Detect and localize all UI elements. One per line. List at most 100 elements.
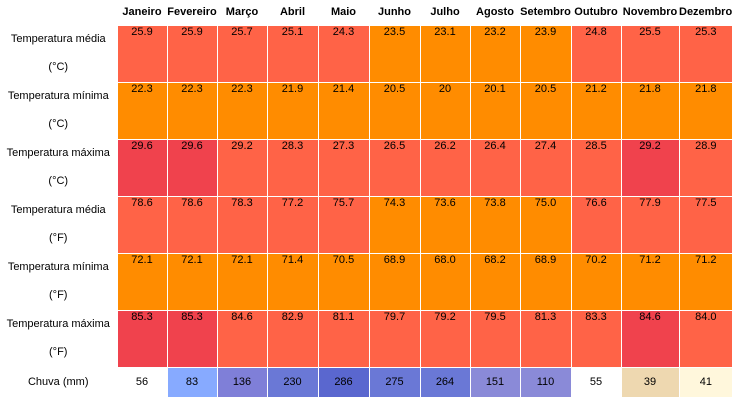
row-label: Temperatura mínima (°C) <box>0 82 117 139</box>
value-cell: 23.5 <box>368 24 420 82</box>
value-cell: 20.5 <box>519 81 571 139</box>
month-header: Abril <box>267 0 318 25</box>
value-cell: 29.2 <box>620 138 679 196</box>
corner-cell <box>0 0 117 25</box>
month-header: Janeiro <box>117 0 167 25</box>
month-header: Dezembro <box>679 0 733 25</box>
value-cell: 84.6 <box>620 309 679 367</box>
value-cell: 24.8 <box>570 24 621 82</box>
value-cell: 79.7 <box>368 309 420 367</box>
rain-cell: 151 <box>469 366 520 397</box>
value-cell: 76.6 <box>570 195 621 253</box>
rain-cell: 41 <box>678 366 733 397</box>
row-label-unit: (°F) <box>49 289 68 301</box>
data-row: Temperatura média (°F) 78.6 78.6 78.3 77.2 75.… <box>0 195 733 253</box>
value-cell: 23.1 <box>419 24 470 82</box>
value-cell: 21.9 <box>266 81 318 139</box>
value-cell: 21.4 <box>317 81 369 139</box>
value-cell: 79.5 <box>469 309 520 367</box>
value-cell: 72.1 <box>166 252 217 310</box>
value-cell: 25.9 <box>166 24 217 82</box>
value-cell: 85.3 <box>116 309 167 367</box>
value-cell: 82.9 <box>266 309 318 367</box>
data-row: Temperatura média (°C) 25.9 25.9 25.7 25.1 24.… <box>0 24 733 82</box>
value-cell: 77.9 <box>620 195 679 253</box>
value-cell: 21.8 <box>678 81 733 139</box>
value-cell: 83.3 <box>570 309 621 367</box>
value-cell: 68.0 <box>419 252 470 310</box>
row-label-unit: (°F) <box>49 346 68 358</box>
row-label-text: Temperatura média <box>10 204 106 216</box>
value-cell: 28.5 <box>570 138 621 196</box>
row-label: Temperatura mínima (°F) <box>0 253 117 310</box>
value-cell: 78.3 <box>216 195 267 253</box>
value-cell: 25.7 <box>216 24 267 82</box>
rain-cell: 286 <box>317 366 369 397</box>
value-cell: 29.6 <box>116 138 167 196</box>
value-cell: 73.6 <box>419 195 470 253</box>
value-cell: 78.6 <box>166 195 217 253</box>
rain-cell: 55 <box>570 366 621 397</box>
value-cell: 22.3 <box>216 81 267 139</box>
value-cell: 20.5 <box>368 81 420 139</box>
rain-cell: 275 <box>368 366 420 397</box>
value-cell: 73.8 <box>469 195 520 253</box>
value-cell: 21.2 <box>570 81 621 139</box>
row-label-unit: (°C) <box>48 61 69 73</box>
value-cell: 25.5 <box>620 24 679 82</box>
value-cell: 75.7 <box>317 195 369 253</box>
row-label-text: Temperatura máxima <box>6 318 110 330</box>
row-label-text: Temperatura mínima <box>7 90 109 102</box>
rain-cell: 136 <box>216 366 267 397</box>
value-cell: 70.2 <box>570 252 621 310</box>
data-row: Temperatura mínima (°F) 72.1 72.1 72.1 71.4 70… <box>0 252 733 310</box>
row-label-text: Temperatura mínima <box>7 261 109 273</box>
value-cell: 29.2 <box>216 138 267 196</box>
row-label: Temperatura média (°C) <box>0 25 117 82</box>
value-cell: 75.0 <box>519 195 571 253</box>
table-body: Temperatura média (°C) 25.9 25.9 25.7 25.1 24.… <box>0 24 733 397</box>
rain-cell: 56 <box>116 366 167 397</box>
value-cell: 25.9 <box>116 24 167 82</box>
value-cell: 72.1 <box>116 252 167 310</box>
value-cell: 74.3 <box>368 195 420 253</box>
month-header: Março <box>217 0 267 25</box>
row-label-unit: (°F) <box>49 232 68 244</box>
month-header: Fevereiro <box>167 0 217 25</box>
rain-cell: 83 <box>166 366 217 397</box>
value-cell: 85.3 <box>166 309 217 367</box>
data-row: Temperatura máxima (°C) 29.6 29.6 29.2 28.3 27… <box>0 138 733 196</box>
value-cell: 27.3 <box>317 138 369 196</box>
month-header: Setembro <box>520 0 571 25</box>
rain-cell: 264 <box>419 366 470 397</box>
value-cell: 20.1 <box>469 81 520 139</box>
row-label-text: Temperatura máxima <box>6 147 110 159</box>
value-cell: 71.4 <box>266 252 318 310</box>
value-cell: 22.3 <box>166 81 217 139</box>
row-label: Temperatura máxima (°C) <box>0 139 117 196</box>
rain-cell: 230 <box>266 366 318 397</box>
climate-table: Janeiro Fevereiro Março Abril Maio Junho… <box>0 0 733 397</box>
month-header: Outubro <box>571 0 621 25</box>
month-header: Agosto <box>470 0 520 25</box>
value-cell: 81.3 <box>519 309 571 367</box>
value-cell: 28.9 <box>678 138 733 196</box>
value-cell: 72.1 <box>216 252 267 310</box>
value-cell: 78.6 <box>116 195 167 253</box>
value-cell: 24.3 <box>317 24 369 82</box>
month-header: Maio <box>318 0 369 25</box>
value-cell: 23.2 <box>469 24 520 82</box>
rain-cell: 110 <box>519 366 571 397</box>
header-row: Janeiro Fevereiro Março Abril Maio Junho… <box>0 0 733 25</box>
value-cell: 26.4 <box>469 138 520 196</box>
rain-cell: 39 <box>620 366 679 397</box>
value-cell: 26.2 <box>419 138 470 196</box>
data-row: Temperatura mínima (°C) 22.3 22.3 22.3 21.9 21… <box>0 81 733 139</box>
value-cell: 27.4 <box>519 138 571 196</box>
month-header: Novembro <box>621 0 679 25</box>
row-label-text: Temperatura média <box>10 33 106 45</box>
value-cell: 29.6 <box>166 138 217 196</box>
row-label-unit: (°C) <box>48 175 69 187</box>
value-cell: 26.5 <box>368 138 420 196</box>
value-cell: 79.2 <box>419 309 470 367</box>
